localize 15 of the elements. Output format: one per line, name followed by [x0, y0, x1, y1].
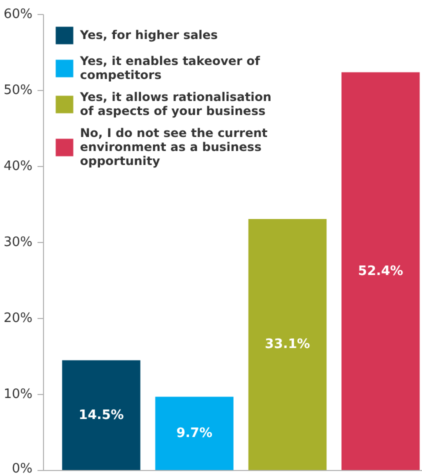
y-tick-label: 40% [4, 159, 33, 174]
y-tick-label: 10% [4, 387, 33, 402]
y-tick-label: 60% [4, 7, 33, 22]
data-label: 14.5% [78, 408, 124, 423]
legend-label: Yes, for higher sales [80, 28, 218, 42]
data-label: 52.4% [358, 264, 404, 279]
y-tick-label: 0% [12, 462, 32, 476]
y-tick-label: 20% [4, 311, 33, 326]
legend-label: Yes, it enables takeover of competitors [80, 54, 260, 82]
legend-label: No, I do not see the current environment as a business opportunity [80, 126, 268, 168]
y-tick-label: 30% [4, 235, 33, 250]
data-label: 33.1% [264, 337, 310, 352]
legend-label: Yes, it allows rationalisation of aspects of your business [80, 90, 272, 118]
data-label: 9.7% [176, 426, 212, 442]
y-tick-label: 50% [4, 83, 33, 98]
